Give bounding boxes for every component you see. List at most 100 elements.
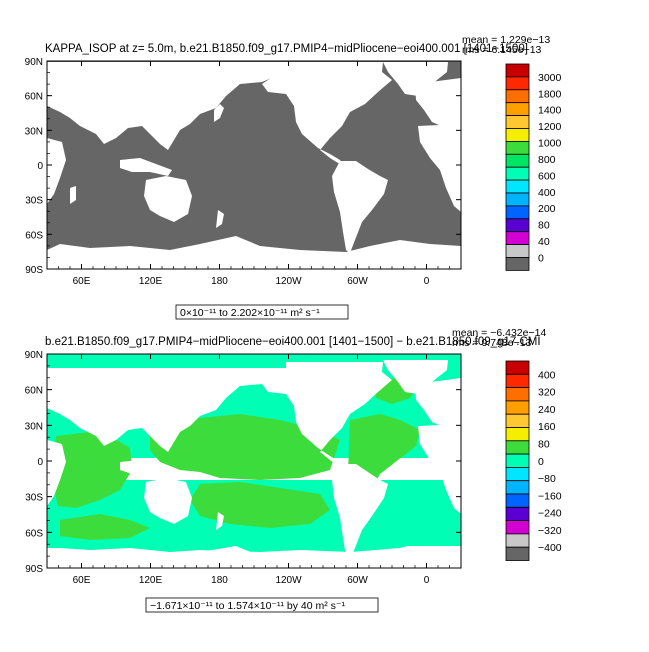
bottom-title: b.e21.B1850.f09_g17.PMIP4−midPliocene−eo…	[45, 336, 541, 348]
top-colorbar-swatch	[505, 115, 530, 129]
top-colorbar-label: 1200	[538, 121, 562, 133]
top-title: KAPPA_ISOP at z= 5.0m, b.e21.B1850.f09_g…	[45, 43, 528, 55]
bottom-colorbar-swatch	[505, 506, 530, 521]
bottom-land-eurasia	[47, 368, 286, 452]
bottom-axes: 90N 60N 30N 0 30S 60S 90S 60E 120E 180 120W 60W 0	[25, 350, 462, 586]
top-lon-label: 180	[211, 276, 228, 287]
bottom-colorbar-swatch	[505, 533, 530, 548]
bottom-colorbar-swatch	[505, 520, 530, 535]
top-land-madagascar	[70, 186, 76, 204]
top-colorbar-swatch	[505, 257, 530, 271]
top-lat-label: 60N	[25, 92, 43, 103]
top-lon-label: 60E	[73, 276, 91, 287]
top-lat-label: 0	[37, 161, 43, 172]
bottom-colorbar-swatch	[505, 546, 530, 561]
top-panel: KAPPA_ISOP at z= 5.0m, b.e21.B1850.f09_g…	[25, 34, 562, 320]
top-colorbar-label: 80	[538, 220, 550, 232]
bottom-colorbar-swatch	[505, 480, 530, 495]
bottom-land-south-america	[332, 464, 388, 560]
bottom-land-north-america	[262, 362, 392, 472]
bottom-land-antarctica	[47, 546, 461, 568]
top-land-north-america	[262, 62, 392, 168]
top-land	[47, 62, 461, 269]
bottom-lat-label: 0	[37, 457, 43, 468]
top-land-south-america	[332, 161, 388, 253]
bottom-green-south-indian	[60, 514, 150, 540]
bottom-colorbar-swatch	[505, 427, 530, 442]
top-land-new-zealand	[216, 210, 224, 228]
bottom-colorbar-swatch	[505, 493, 530, 508]
top-colorbar-swatch	[505, 205, 530, 220]
bottom-panel: b.e21.B1850.f09_g17.PMIP4−midPliocene−eo…	[25, 327, 562, 613]
bottom-land-africa-east	[47, 440, 66, 506]
bottom-lon-label: 120W	[275, 575, 302, 586]
top-land-indonesia	[120, 158, 172, 176]
bottom-colorbar-label: −320	[538, 525, 562, 537]
bottom-land-indonesia	[120, 460, 172, 478]
bottom-colorbar-swatch	[505, 400, 530, 415]
bottom-lat-label: 30S	[25, 493, 43, 504]
bottom-green-south-pacific	[190, 482, 330, 528]
bottom-colorbar-swatch	[505, 413, 530, 428]
top-colorbar-label: 400	[538, 187, 556, 199]
bottom-lat-label: 30N	[25, 421, 43, 432]
top-colorbar-label: 600	[538, 170, 556, 182]
top-lat-label: 90N	[25, 57, 43, 68]
bottom-mean: mean = −6.432e−14	[452, 327, 546, 339]
top-land-australia	[144, 176, 192, 222]
top-colorbar-label: 40	[538, 236, 550, 248]
bottom-colorbar-swatch	[505, 387, 530, 402]
top-colorbar-label: 1800	[538, 88, 562, 100]
top-colorbar-swatch	[505, 192, 530, 207]
top-colorbar-label: 0	[538, 253, 544, 265]
top-land-europe	[415, 78, 461, 128]
bottom-land-africa	[418, 424, 461, 514]
bottom-colorbar-label: 80	[538, 438, 550, 450]
bottom-green-indian	[52, 432, 132, 508]
top-rms: rms = 6.145e−13	[462, 44, 542, 56]
top-lat-label: 30S	[25, 196, 43, 207]
bottom-colorbar-label: −240	[538, 508, 562, 520]
bottom-land-greenland	[383, 360, 448, 394]
bottom-colorbar-swatch	[505, 453, 530, 468]
bottom-lon-label: 60E	[73, 575, 91, 586]
top-colorbar-swatch	[505, 89, 530, 104]
bottom-colorbar-label: −160	[538, 490, 562, 502]
top-land-antarctica	[47, 236, 461, 269]
bottom-range-box	[145, 597, 379, 613]
bottom-colorbar-swatch	[505, 466, 530, 482]
bottom-lon-label: 60W	[347, 575, 368, 586]
bottom-land-australia	[144, 478, 192, 524]
bottom-colorbar-label: 320	[538, 387, 556, 399]
bottom-colorbar-label: 400	[538, 369, 556, 381]
bottom-cyan-southern-ocean	[47, 540, 461, 552]
bottom-range-label: −1.671×10⁻¹¹ to 1.574×10⁻¹¹ by 40 m² s⁻¹	[150, 600, 345, 612]
bottom-lat-label: 60N	[25, 386, 43, 397]
top-colorbar-swatch	[505, 128, 530, 142]
bottom-lat-label: 90N	[25, 350, 43, 361]
top-colorbar-swatch	[505, 63, 530, 78]
top-colorbar-label: 200	[538, 203, 556, 215]
top-colorbar-swatch	[505, 102, 530, 116]
bottom-land-new-zealand	[216, 512, 224, 530]
bottom-colorbar-swatch	[505, 373, 530, 388]
bottom-lon-label: 120E	[139, 575, 163, 586]
bottom-land	[47, 360, 461, 568]
top-land-greenland	[383, 62, 448, 96]
top-land-japan	[214, 104, 224, 122]
top-range-box	[175, 304, 349, 320]
top-lon-label: 120E	[139, 276, 163, 287]
bottom-lon-label: 180	[211, 575, 228, 586]
top-colorbar-swatch	[505, 244, 530, 258]
bottom-colorbar-label: −80	[538, 473, 556, 485]
top-land-africa	[418, 124, 461, 212]
top-colorbar-swatch	[505, 76, 530, 91]
top-range-label: 0×10⁻¹¹ to 2.202×10⁻¹¹ m² s⁻¹	[180, 307, 320, 319]
top-lat-label: 60S	[25, 230, 43, 241]
top-colorbar-swatch	[505, 140, 530, 155]
top-lon-label: 60W	[347, 276, 368, 287]
bottom-land-europe	[415, 378, 461, 428]
top-colorbar-swatch	[505, 179, 530, 194]
